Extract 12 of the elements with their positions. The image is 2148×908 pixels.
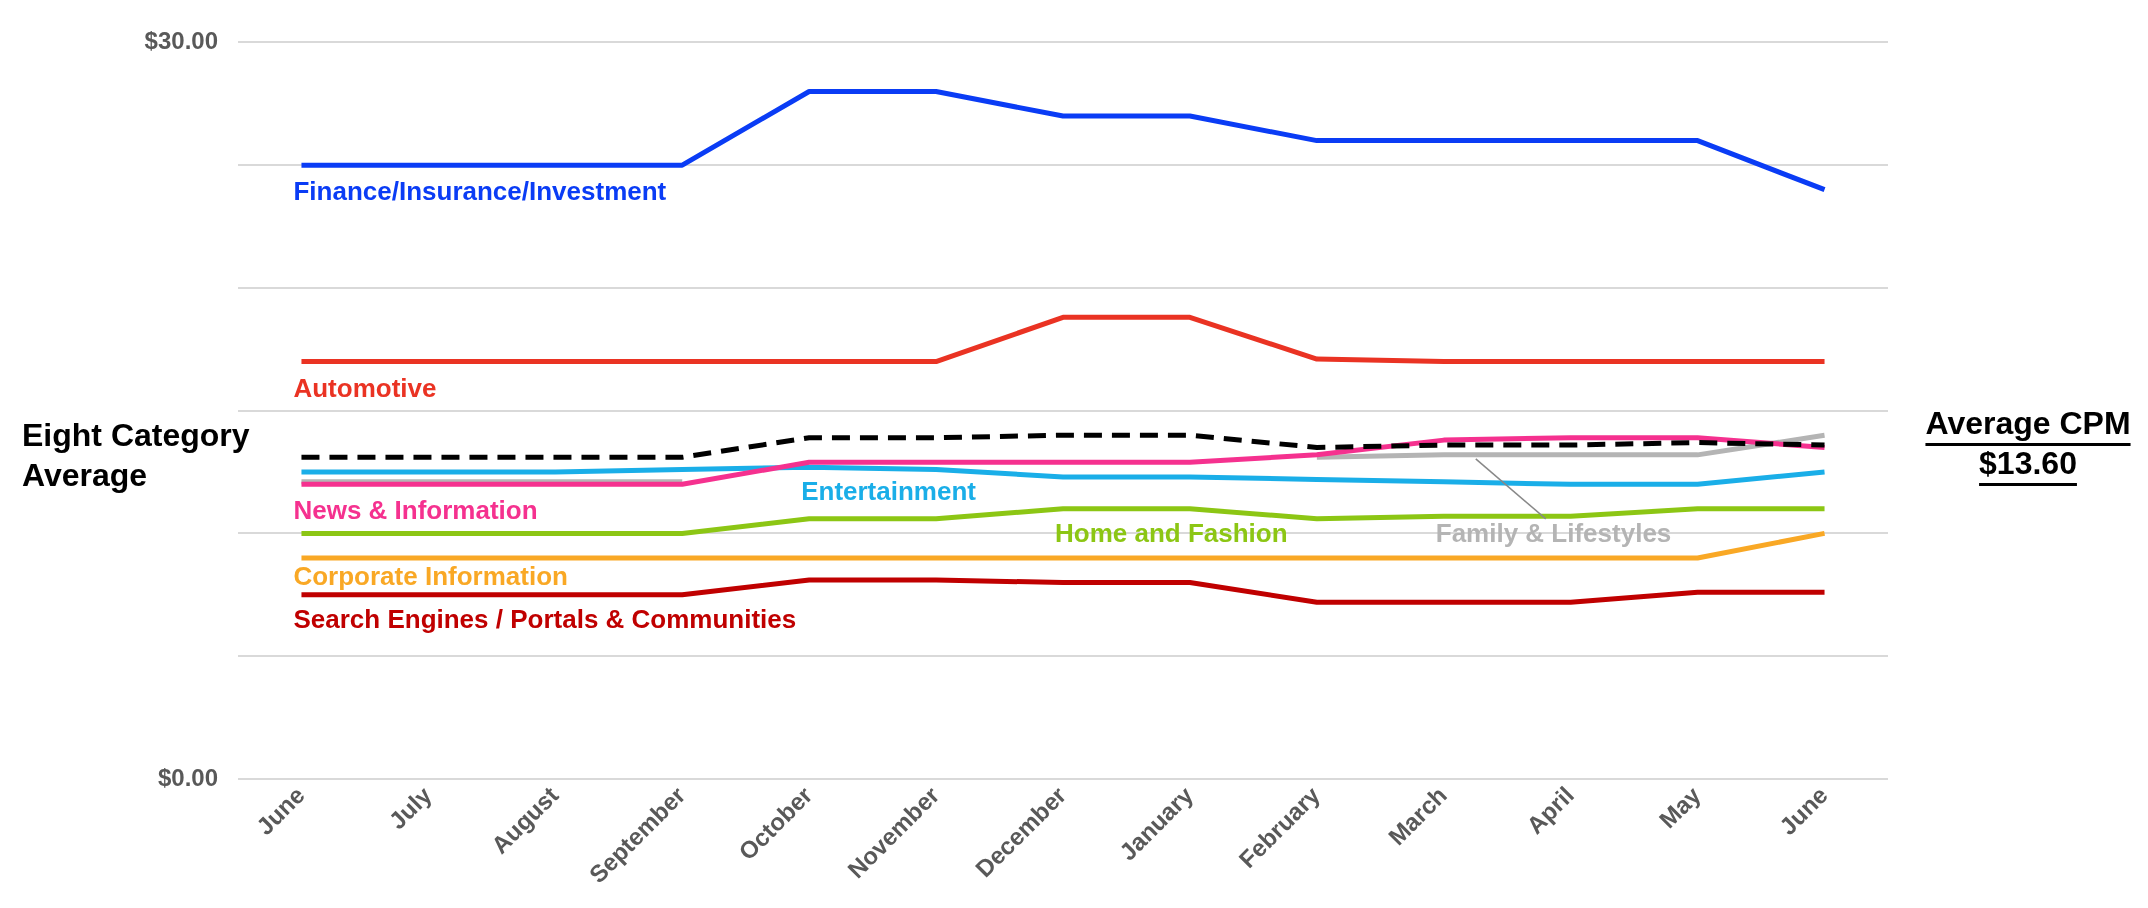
series-label: Home and Fashion [1055,518,1288,549]
series-label: Automotive [293,372,437,403]
series-label: Eight Category Average [22,417,250,494]
series-label: Finance/Insurance/Investment [293,176,667,207]
series-label: Entertainment [801,476,977,507]
series-label: News & Information [293,495,538,526]
y-tick-label: $0.00 [157,763,218,791]
y-tick-label: $30.00 [144,27,218,55]
text: Average CPM $13.60 [1925,404,2131,481]
text: Family & Lifestyles [1435,518,1672,549]
series-label: Corporate Information [293,561,568,592]
series-label: Search Engines / Portals & Communities [293,603,797,634]
